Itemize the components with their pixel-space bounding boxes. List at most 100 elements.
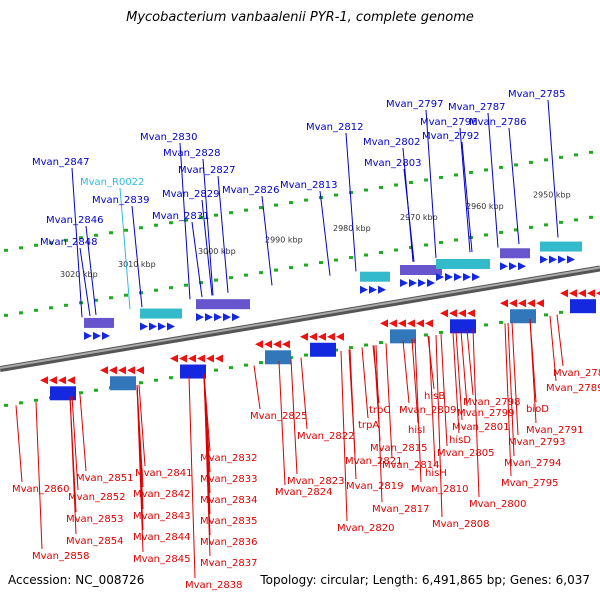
reverse-gene-arrow <box>197 354 205 363</box>
feature-block <box>140 308 182 319</box>
reverse-gene-leader <box>511 322 519 436</box>
reverse-gene-leader <box>472 328 480 498</box>
reverse-gene-arrow <box>58 376 66 385</box>
reverse-gene-leader <box>138 384 146 467</box>
reverse-gene-label: Mvan_2832 <box>200 453 257 464</box>
lower-inner-tick-dot <box>484 323 488 327</box>
forward-gene-leader <box>261 195 273 286</box>
forward-gene-label: Mvan_2792 <box>422 131 479 142</box>
upper-inner-tick-dot <box>289 266 293 270</box>
feature-block <box>180 364 206 379</box>
reverse-gene-leader <box>349 349 357 480</box>
upper-inner-tick-dot <box>214 278 218 282</box>
upper-inner-tick-dot <box>424 243 428 247</box>
reverse-gene-arrow <box>596 291 600 296</box>
forward-gene-arrow <box>360 285 368 294</box>
reverse-gene-label: Mvan_2795 <box>501 478 558 489</box>
reverse-gene-leader <box>385 343 393 459</box>
upper-inner-tick-dot <box>154 288 158 292</box>
reverse-gene-label: Mvan_2820 <box>337 523 394 534</box>
reverse-gene-label: Mvan_2844 <box>133 532 190 543</box>
upper-inner-tick-dot <box>244 273 248 277</box>
lower-inner-tick-dot <box>19 401 23 405</box>
reverse-gene-arrow <box>560 289 568 298</box>
reverse-gene-leader <box>203 373 211 557</box>
forward-gene-label: Mvan_R0022 <box>80 177 144 188</box>
reverse-gene-arrow <box>389 319 397 328</box>
reverse-gene-label: Mvan_2853 <box>66 514 123 525</box>
lower-inner-tick-dot <box>4 403 8 407</box>
forward-gene-arrow <box>445 272 453 281</box>
reverse-gene-arrow <box>309 332 317 341</box>
reverse-gene-arrow <box>587 289 595 298</box>
upper-tick-dot <box>169 221 173 225</box>
forward-gene-arrow <box>232 313 240 322</box>
forward-gene-label: Mvan_2827 <box>178 165 235 176</box>
lower-inner-tick-dot <box>424 333 428 337</box>
forward-gene-arrow <box>540 255 548 264</box>
upper-tick-dot <box>199 216 203 220</box>
feature-block <box>196 299 250 310</box>
reverse-gene-leader <box>402 340 410 404</box>
forward-gene-leader <box>131 205 143 308</box>
reverse-gene-leader <box>414 338 422 483</box>
forward-gene-label: Mvan_2830 <box>140 132 197 143</box>
reverse-gene-label: Mvan_2789 <box>546 383 600 394</box>
feature-block <box>390 329 416 344</box>
upper-tick-dot <box>574 153 578 157</box>
reverse-gene-label: Mvan_2814 <box>382 460 439 471</box>
reverse-gene-label: trpC <box>369 405 390 416</box>
ruler-label: 3000 kbp <box>198 247 236 256</box>
reverse-gene-label: Mvan_2824 <box>275 487 332 498</box>
forward-gene-leader <box>487 112 499 248</box>
reverse-gene-label: hisH <box>425 468 447 479</box>
feature-block <box>265 350 291 365</box>
upper-inner-tick-dot <box>169 286 173 290</box>
forward-gene-label: Mvan_2839 <box>92 195 149 206</box>
upper-inner-tick-dot <box>379 251 383 255</box>
upper-inner-tick-dot <box>34 308 38 312</box>
lower-inner-tick-dot <box>499 320 503 324</box>
lower-inner-tick-dot <box>139 381 143 385</box>
reverse-gene-arrow <box>458 309 466 318</box>
ruler-label: 2990 kbp <box>265 236 303 245</box>
reverse-gene-arrow <box>170 354 178 363</box>
forward-gene-arrow <box>558 255 566 264</box>
upper-tick-dot <box>19 246 23 250</box>
reverse-gene-leader <box>460 330 468 407</box>
reverse-gene-label: Mvan_2860 <box>12 484 69 495</box>
forward-gene-label: Mvan_2802 <box>363 137 420 148</box>
feature-block <box>436 258 490 269</box>
reverse-gene-label: Mvan_2823 <box>287 476 344 487</box>
reverse-gene-leader <box>188 376 196 579</box>
reverse-gene-label: Mvan_2842 <box>133 489 190 500</box>
forward-gene-leader <box>85 225 97 315</box>
reverse-gene-leader <box>290 359 298 475</box>
reverse-gene-arrow <box>264 340 272 349</box>
upper-tick-dot <box>364 188 368 192</box>
feature-block <box>540 241 582 252</box>
upper-tick-dot <box>544 158 548 162</box>
upper-tick-dot <box>124 228 128 232</box>
reverse-gene-leader <box>529 319 537 424</box>
forward-gene-arrow <box>500 262 508 271</box>
reverse-gene-label: Mvan_2835 <box>200 516 257 527</box>
lower-inner-tick-dot <box>259 361 263 365</box>
forward-gene-label: Mvan_2847 <box>32 157 89 168</box>
reverse-gene-label: Mvan_2808 <box>432 519 489 530</box>
upper-inner-tick-dot <box>109 296 113 300</box>
upper-inner-tick-dot <box>334 258 338 262</box>
reverse-gene-arrow <box>536 299 544 308</box>
reverse-gene-arrow <box>449 309 457 318</box>
reverse-gene-arrow <box>109 366 117 375</box>
reverse-gene-arrow <box>440 309 448 318</box>
upper-inner-tick-dot <box>574 218 578 222</box>
upper-tick-dot <box>349 191 353 195</box>
reverse-gene-arrow <box>327 332 335 341</box>
reverse-gene-label: hisB <box>424 391 445 402</box>
upper-inner-tick-dot <box>559 220 563 224</box>
reverse-gene-label: Mvan_2819 <box>346 481 403 492</box>
upper-inner-tick-dot <box>499 230 503 234</box>
lower-inner-tick-dot <box>349 346 353 350</box>
forward-gene-leader <box>345 132 357 272</box>
